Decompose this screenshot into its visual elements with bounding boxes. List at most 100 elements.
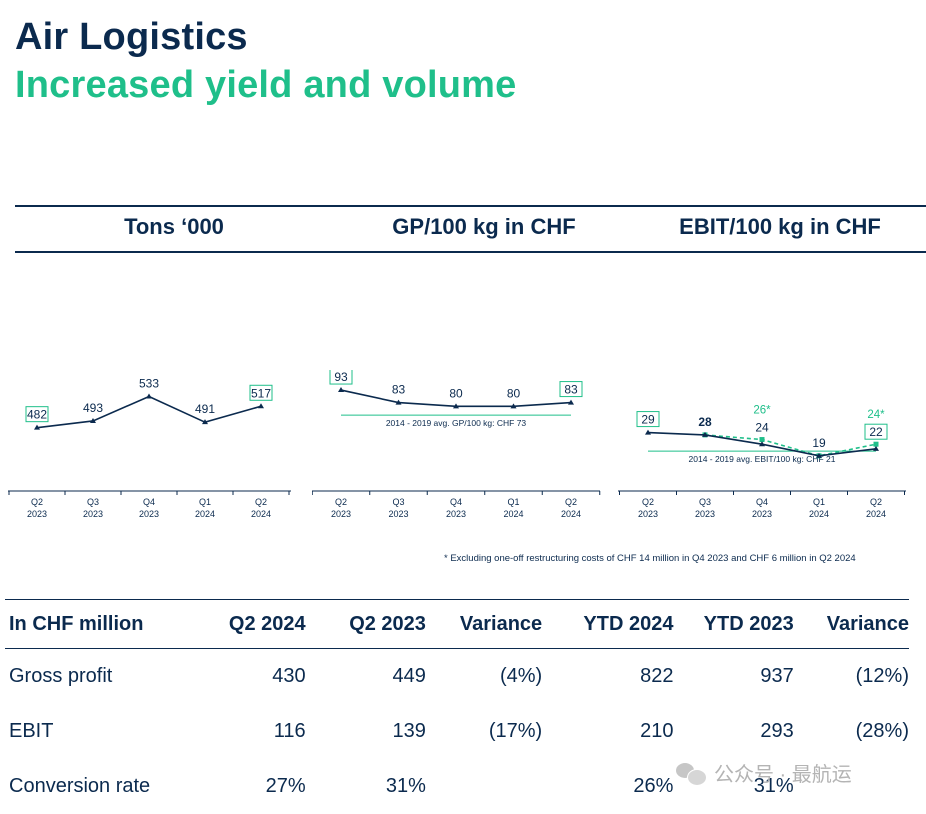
table-row: Conversion rate 27% 31% 26% 31% <box>5 759 909 814</box>
x-tick-label: Q2 <box>870 497 882 507</box>
data-label: 29 <box>641 413 655 427</box>
x-tick-label: Q2 <box>642 497 654 507</box>
table-cell: 116 <box>273 720 306 742</box>
x-tick-label: Q1 <box>813 497 825 507</box>
table-cell: 293 <box>760 720 794 742</box>
table-header-cell: YTD 2023 <box>673 599 794 649</box>
x-tick-label: Q2 <box>31 497 43 507</box>
x-tick-label: 2024 <box>195 509 215 519</box>
table-row: EBIT 116 139 (17%) 210 293 (28%) <box>5 704 909 759</box>
data-label: 24 <box>755 421 769 435</box>
gp-chart: Q2 2023 Q3 2023 Q4 2023 Q1 2024 Q2 2024 2014 - 201… <box>312 370 601 519</box>
x-tick-label: Q3 <box>87 497 99 507</box>
footnote: * Excluding one-off restructuring costs … <box>444 553 856 564</box>
table-header-cell: Q2 2024 <box>199 599 306 649</box>
x-tick-label: 2023 <box>331 509 351 519</box>
data-label-box <box>864 423 888 440</box>
series-line-adjusted <box>704 434 877 457</box>
data-label: 22 <box>869 425 883 439</box>
data-point-marker <box>816 452 822 458</box>
panel-header-bottom-rule <box>15 251 926 253</box>
table-cell <box>426 759 542 814</box>
table-header-cell: Variance <box>425 599 543 649</box>
watermark-text: 公众号 · 最航运 <box>714 764 852 786</box>
table-header-cell: In CHF million <box>5 599 200 649</box>
data-label-adjusted: 26* <box>753 405 771 417</box>
panel-title-gp: GP/100 kg in CHF <box>392 214 576 239</box>
table-header-cell: YTD 2024 <box>542 599 674 649</box>
data-label: 491 <box>195 402 215 416</box>
data-label: 493 <box>83 401 103 415</box>
data-point-marker <box>645 429 651 435</box>
data-point-marker <box>202 419 208 425</box>
table-cell: 26% <box>633 775 674 797</box>
x-tick-label: Q1 <box>199 497 211 507</box>
x-tick-label: 2023 <box>638 509 658 519</box>
x-tick-label: 2023 <box>695 509 715 519</box>
series-line <box>36 395 262 429</box>
reference-line-label: 2014 - 2019 avg. GP/100 kg: CHF 73 <box>386 418 527 428</box>
data-point-marker <box>702 431 708 437</box>
page-subtitle: Increased yield and volume <box>15 64 517 106</box>
page-title: Air Logistics <box>15 16 248 58</box>
data-label: 80 <box>507 386 521 400</box>
table-cell: 210 <box>640 720 674 742</box>
table-cell: 430 <box>272 665 306 687</box>
table-cell: 139 <box>392 720 426 742</box>
data-point-marker <box>34 424 40 430</box>
data-point-marker <box>338 387 344 393</box>
watermark: 公众号 · 最航运 <box>676 758 852 787</box>
data-label: 517 <box>251 386 271 400</box>
table-header-cell: Q2 2023 <box>305 599 426 649</box>
x-tick-label: Q1 <box>507 497 519 507</box>
data-point-marker <box>90 417 96 423</box>
financial-table: In CHF million Q2 2024 Q2 2023 Variance … <box>5 599 909 814</box>
table-cell: (28%) <box>855 720 909 742</box>
data-point-marker <box>510 403 517 409</box>
table-cell: 822 <box>640 665 674 687</box>
data-point-marker-adjusted <box>873 441 879 447</box>
data-label-adjusted: 24* <box>867 409 885 421</box>
data-point-marker <box>146 393 152 399</box>
x-tick-label: 2024 <box>561 509 581 519</box>
data-label-box <box>329 370 353 385</box>
panel-title-tons: Tons ‘000 <box>124 214 224 239</box>
tons-chart: Q2 2023 Q3 2023 Q4 2023 Q1 2024 Q2 2024 482 493 533 4… <box>8 377 291 519</box>
x-tick-label: 2024 <box>251 509 271 519</box>
table-header-row: In CHF million Q2 2024 Q2 2023 Variance … <box>5 599 909 649</box>
reference-line-label: 2014 - 2019 avg. EBIT/100 kg: CHF 21 <box>689 454 836 464</box>
data-point-marker-adjusted <box>759 437 765 443</box>
data-label-box <box>249 384 273 401</box>
x-tick-label: 2024 <box>866 509 886 519</box>
x-tick-label: Q4 <box>450 497 462 507</box>
data-point-marker <box>759 441 765 447</box>
x-tick-label: 2023 <box>388 509 408 519</box>
data-label: 80 <box>449 386 463 400</box>
data-label-box <box>559 381 583 398</box>
table-cell: 31% <box>385 775 426 797</box>
x-tick-label: Q2 <box>565 497 577 507</box>
data-point-marker <box>395 399 402 405</box>
data-point-marker <box>258 403 264 409</box>
x-tick-label: 2023 <box>446 509 466 519</box>
x-tick-label: Q3 <box>699 497 711 507</box>
data-label: 19 <box>812 436 826 450</box>
data-label: 83 <box>564 383 578 397</box>
table-row: Gross profit 430 449 (4%) 822 937 (12%) <box>5 649 909 705</box>
table-cell: 937 <box>760 665 794 687</box>
x-tick-label: 2024 <box>809 509 829 519</box>
data-label: 93 <box>334 370 348 384</box>
wechat-icon <box>676 761 707 786</box>
x-tick-label: 2023 <box>752 509 772 519</box>
data-label: 533 <box>139 377 159 391</box>
data-label: 83 <box>392 383 406 397</box>
table-cell: Conversion rate <box>9 775 151 797</box>
x-tick-label: Q2 <box>335 497 347 507</box>
data-point-marker <box>568 399 574 405</box>
x-tick-label: 2023 <box>83 509 103 519</box>
ebit-chart: Q2 2023 Q3 2023 Q4 2023 Q1 2024 Q2 2024 2014 - 201… <box>618 405 906 519</box>
data-label: 28 <box>698 415 712 429</box>
x-tick-label: Q3 <box>392 497 404 507</box>
table-cell: EBIT <box>9 720 54 742</box>
data-label: 482 <box>27 408 47 422</box>
